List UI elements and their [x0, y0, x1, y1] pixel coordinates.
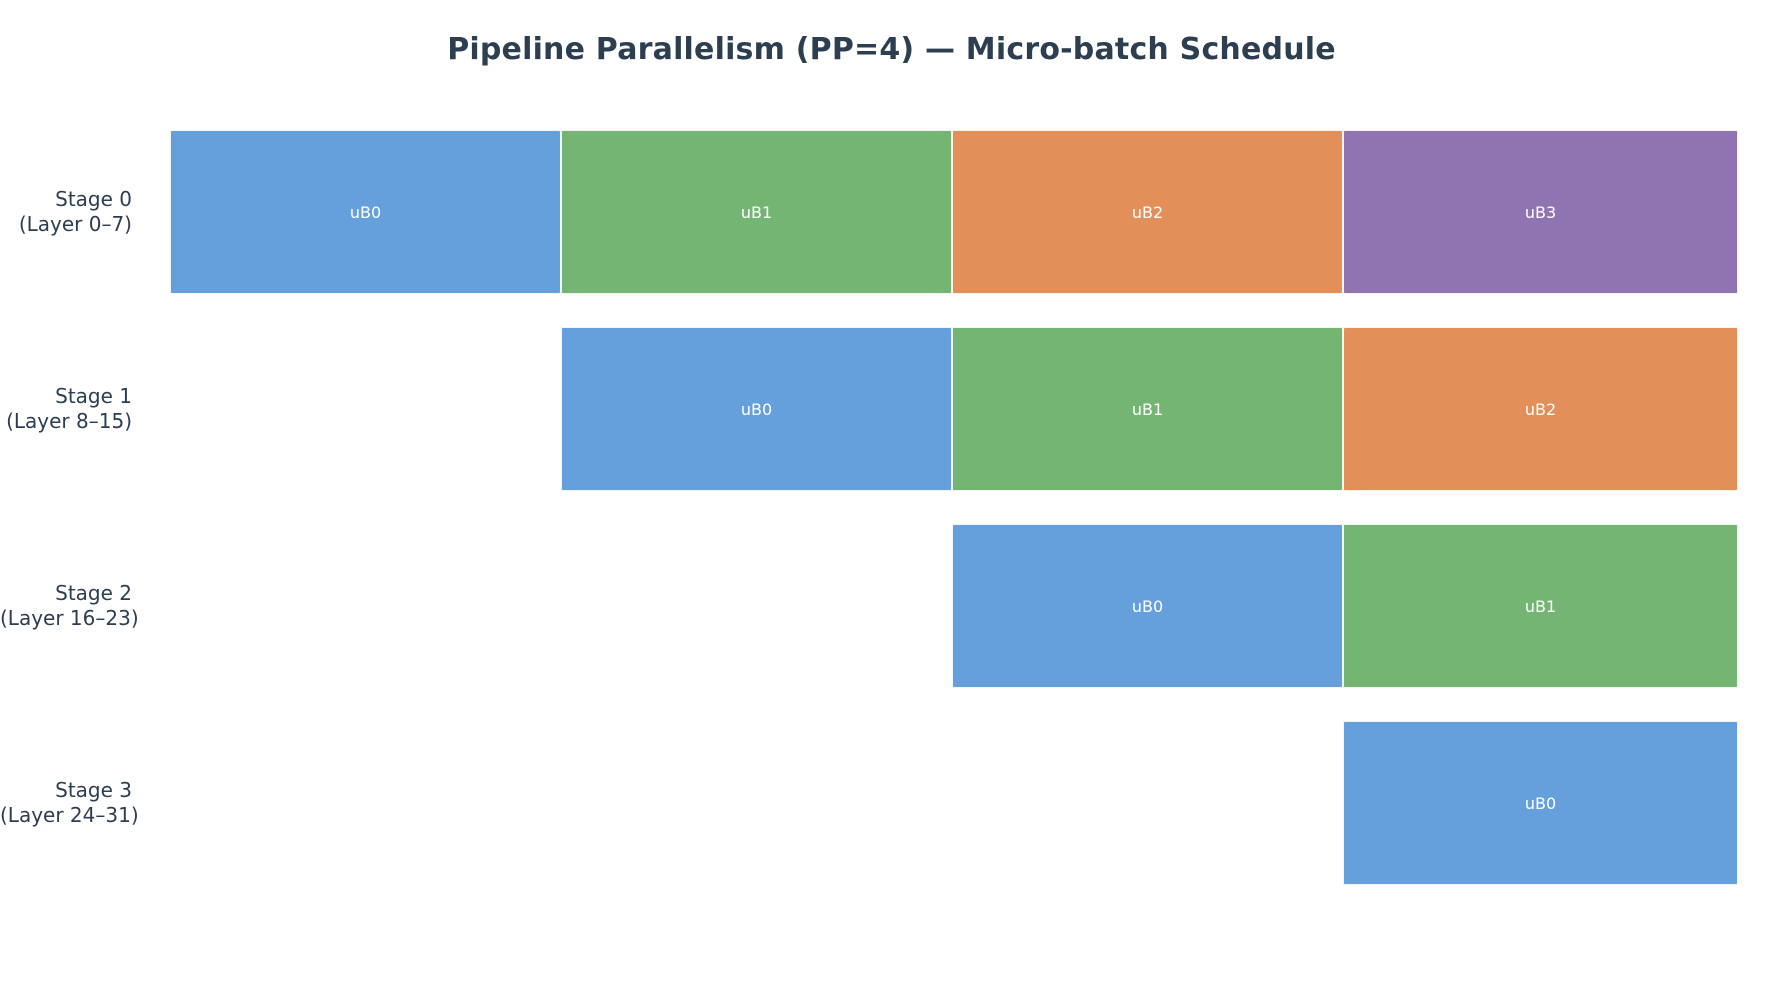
- stage-name: Stage 1: [55, 384, 132, 408]
- micro-batch-block: uB3: [1343, 130, 1738, 294]
- micro-batch-block: uB0: [561, 327, 952, 491]
- stage-name: Stage 2: [55, 581, 132, 605]
- diagram-title: Pipeline Parallelism (PP=4) — Micro-batc…: [447, 32, 1336, 67]
- micro-batch-block: uB1: [561, 130, 952, 294]
- micro-batch-block: uB1: [1343, 524, 1738, 688]
- micro-batch-block: uB0: [952, 524, 1343, 688]
- stage-label: Stage 3 (Layer 24–31): [0, 778, 139, 828]
- stage-name: Stage 3: [55, 778, 132, 802]
- stage-layers: (Layer 24–31): [0, 803, 139, 827]
- micro-batch-block: uB0: [1343, 721, 1738, 885]
- micro-batch-block: uB2: [1343, 327, 1738, 491]
- micro-batch-block: uB1: [952, 327, 1343, 491]
- stage-label: Stage 0 (Layer 0–7): [0, 187, 132, 237]
- stage-label: Stage 1 (Layer 8–15): [0, 384, 132, 434]
- stage-layers: (Layer 16–23): [0, 606, 139, 630]
- stage-label: Stage 2 (Layer 16–23): [0, 581, 139, 631]
- stage-name: Stage 0: [55, 187, 132, 211]
- micro-batch-block: uB2: [952, 130, 1343, 294]
- micro-batch-block: uB0: [170, 130, 561, 294]
- stage-layers: (Layer 0–7): [18, 212, 132, 236]
- stage-layers: (Layer 8–15): [6, 409, 132, 433]
